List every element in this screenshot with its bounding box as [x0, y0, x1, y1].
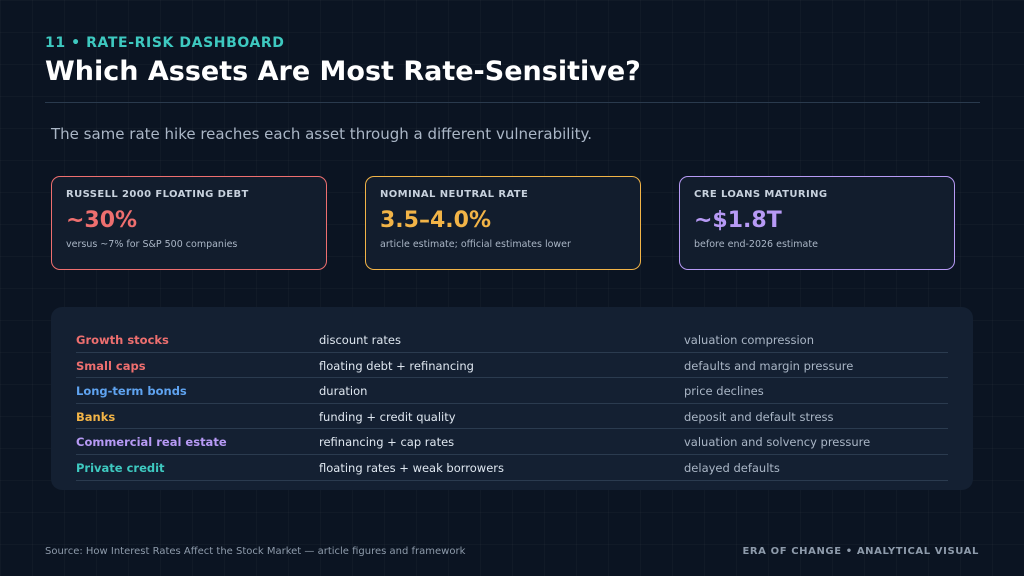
effect-cell: valuation and solvency pressure — [684, 435, 871, 450]
stat-card-note: article estimate; official estimates low… — [380, 239, 571, 250]
asset-cell: Banks — [76, 409, 116, 424]
table-row: Long-term bonds duration price declines — [76, 378, 948, 404]
effect-cell: deposit and default stress — [684, 409, 834, 424]
title-divider — [45, 102, 980, 103]
stat-card-label: NOMINAL NEUTRAL RATE — [380, 189, 529, 200]
effect-cell: defaults and margin pressure — [684, 358, 854, 373]
effect-cell: valuation compression — [684, 333, 814, 347]
channel-cell: floating rates + weak borrowers — [319, 460, 504, 475]
stat-card-label: CRE LOANS MATURING — [694, 189, 828, 200]
source-note: Source: How Interest Rates Affect the St… — [45, 546, 466, 557]
stat-card-note: versus ~7% for S&P 500 companies — [66, 239, 238, 250]
asset-cell: Small caps — [76, 358, 146, 373]
channel-cell: funding + credit quality — [319, 409, 456, 424]
channel-cell: discount rates — [319, 333, 401, 347]
stat-card-value: ~$1.8T — [694, 208, 782, 233]
table-row: Private credit floating rates + weak bor… — [76, 455, 948, 481]
stat-card-value: 3.5–4.0% — [380, 208, 491, 233]
asset-cell: Commercial real estate — [76, 435, 227, 450]
sensitivity-table: Growth stocks discount rates valuation c… — [51, 307, 973, 490]
stat-card-value: ~30% — [66, 208, 138, 233]
brand-label: ERA OF CHANGE • ANALYTICAL VISUAL — [742, 546, 979, 557]
page-title: Which Assets Are Most Rate-Sensitive? — [45, 56, 641, 87]
table-row: Growth stocks discount rates valuation c… — [76, 327, 948, 353]
stat-cards: RUSSELL 2000 FLOATING DEBT ~30% versus ~… — [51, 176, 955, 270]
asset-cell: Private credit — [76, 460, 165, 475]
asset-cell: Growth stocks — [76, 333, 169, 347]
table-row: Commercial real estate refinancing + cap… — [76, 429, 948, 455]
page-subtitle: The same rate hike reaches each asset th… — [51, 125, 593, 143]
asset-cell: Long-term bonds — [76, 384, 187, 399]
channel-cell: floating debt + refinancing — [319, 358, 474, 373]
stat-card-neutral-rate: NOMINAL NEUTRAL RATE 3.5–4.0% article es… — [365, 176, 641, 270]
channel-cell: refinancing + cap rates — [319, 435, 455, 450]
stat-card-label: RUSSELL 2000 FLOATING DEBT — [66, 189, 249, 200]
table-row: Banks funding + credit quality deposit a… — [76, 404, 948, 430]
stat-card-russell-floating-debt: RUSSELL 2000 FLOATING DEBT ~30% versus ~… — [51, 176, 327, 270]
effect-cell: delayed defaults — [684, 460, 780, 475]
table-row: Small caps floating debt + refinancing d… — [76, 353, 948, 379]
channel-cell: duration — [319, 384, 368, 399]
stat-card-cre-loans: CRE LOANS MATURING ~$1.8T before end-202… — [679, 176, 955, 270]
stat-card-note: before end-2026 estimate — [694, 239, 818, 250]
slide-kicker: 11 • RATE-RISK DASHBOARD — [45, 35, 285, 51]
effect-cell: price declines — [684, 384, 764, 399]
